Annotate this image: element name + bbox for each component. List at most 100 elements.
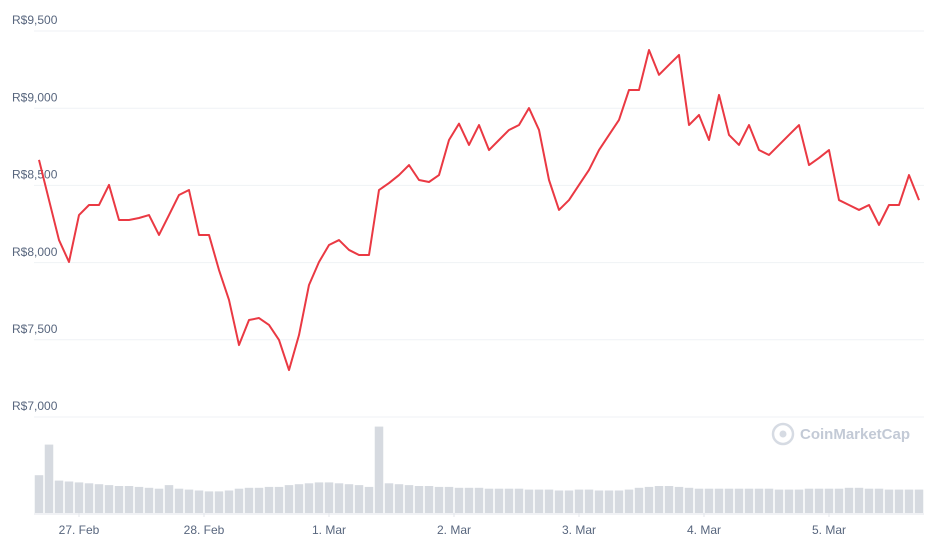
y-tick-label: R$8,500 <box>12 168 58 182</box>
volume-bar <box>774 489 784 513</box>
volume-bar <box>684 487 694 513</box>
volume-bar <box>674 486 684 513</box>
volume-bar <box>444 486 454 513</box>
volume-bar <box>114 486 124 513</box>
volume-bar <box>824 488 834 513</box>
volume-bar <box>714 488 724 513</box>
volume-bar <box>414 486 424 513</box>
volume-bar <box>174 488 184 513</box>
volume-bar <box>834 488 844 513</box>
volume-bar <box>574 489 584 513</box>
volume-bar <box>314 482 324 513</box>
volume-bar <box>454 487 464 513</box>
volume-bar <box>734 488 744 513</box>
volume-bar <box>504 488 514 513</box>
watermark: CoinMarketCap <box>800 426 910 443</box>
volume-bar <box>134 486 144 513</box>
volume-bar <box>844 487 854 513</box>
x-tick-label: 4. Mar <box>687 523 721 537</box>
volume-bar <box>624 489 634 513</box>
y-tick-label: R$9,500 <box>12 13 58 27</box>
volume-bar <box>554 490 564 513</box>
volume-bar <box>764 488 774 513</box>
volume-bar <box>664 486 674 513</box>
volume-bar <box>534 489 544 513</box>
volume-bar <box>434 486 444 513</box>
volume-bar <box>244 487 254 513</box>
volume-bar <box>274 486 284 513</box>
volume-bar <box>224 490 234 513</box>
volume-bar <box>74 482 84 513</box>
volume-bar <box>234 488 244 513</box>
volume-bar <box>34 475 44 513</box>
y-tick-label: R$7,000 <box>12 399 58 413</box>
volume-bar <box>594 490 604 513</box>
volume-bar <box>744 488 754 513</box>
volume-bar <box>154 488 164 513</box>
volume-bar <box>104 485 114 513</box>
x-tick-label: 27. Feb <box>59 523 100 537</box>
volume-bar <box>54 480 64 513</box>
volume-bar <box>194 490 204 513</box>
volume-bar <box>914 489 924 513</box>
x-tick-label: 2. Mar <box>437 523 471 537</box>
volume-bar <box>484 488 494 513</box>
volume-bar <box>394 484 404 513</box>
volume-bar <box>894 489 904 513</box>
volume-bar <box>784 489 794 513</box>
volume-bar <box>464 487 474 513</box>
volume-bar <box>494 488 504 513</box>
x-tick-label: 28. Feb <box>184 523 225 537</box>
volume-bar <box>474 487 484 513</box>
volume-bar <box>614 490 624 513</box>
volume-bar <box>644 486 654 513</box>
volume-bar <box>584 489 594 513</box>
volume-bar <box>874 488 884 513</box>
volume-bar <box>604 490 614 513</box>
volume-bar <box>364 486 374 513</box>
volume-bar <box>264 486 274 513</box>
volume-bar <box>724 488 734 513</box>
volume-bar <box>324 482 334 513</box>
volume-bar <box>524 489 534 513</box>
volume-bar <box>884 489 894 513</box>
volume-bar <box>214 491 224 513</box>
volume-bar <box>654 486 664 513</box>
volume-bar <box>424 486 434 513</box>
volume-bar <box>334 483 344 513</box>
volume-bar <box>184 489 194 513</box>
volume-bar <box>404 485 414 513</box>
volume-bar <box>204 491 214 513</box>
watermark-logo <box>771 422 795 446</box>
volume-bar <box>284 485 294 513</box>
volume-bar <box>64 481 74 513</box>
volume-bar <box>44 444 54 513</box>
volume-bar <box>514 488 524 513</box>
y-tick-label: R$9,000 <box>12 90 58 104</box>
volume-bar <box>564 490 574 513</box>
volume-bar <box>304 483 314 513</box>
volume-bar <box>904 489 914 513</box>
volume-bar <box>124 486 134 513</box>
x-tick-label: 1. Mar <box>312 523 346 537</box>
volume-bar <box>694 488 704 513</box>
volume-bar <box>294 484 304 513</box>
volume-bar <box>804 488 814 513</box>
volume-bar <box>164 485 174 513</box>
volume-bar <box>254 487 264 513</box>
volume-bar <box>814 488 824 513</box>
volume-bar <box>754 488 764 513</box>
volume-bar <box>354 485 364 513</box>
volume-bar <box>864 488 874 513</box>
x-tick-label: 3. Mar <box>562 523 596 537</box>
volume-bar <box>144 487 154 513</box>
volume-bar <box>794 489 804 513</box>
y-tick-label: R$8,000 <box>12 245 58 259</box>
volume-bar <box>374 426 384 513</box>
y-tick-label: R$7,500 <box>12 322 58 336</box>
x-tick-label: 5. Mar <box>812 523 846 537</box>
volume-bar <box>84 483 94 513</box>
volume-bar <box>634 487 644 513</box>
volume-bar <box>384 483 394 513</box>
